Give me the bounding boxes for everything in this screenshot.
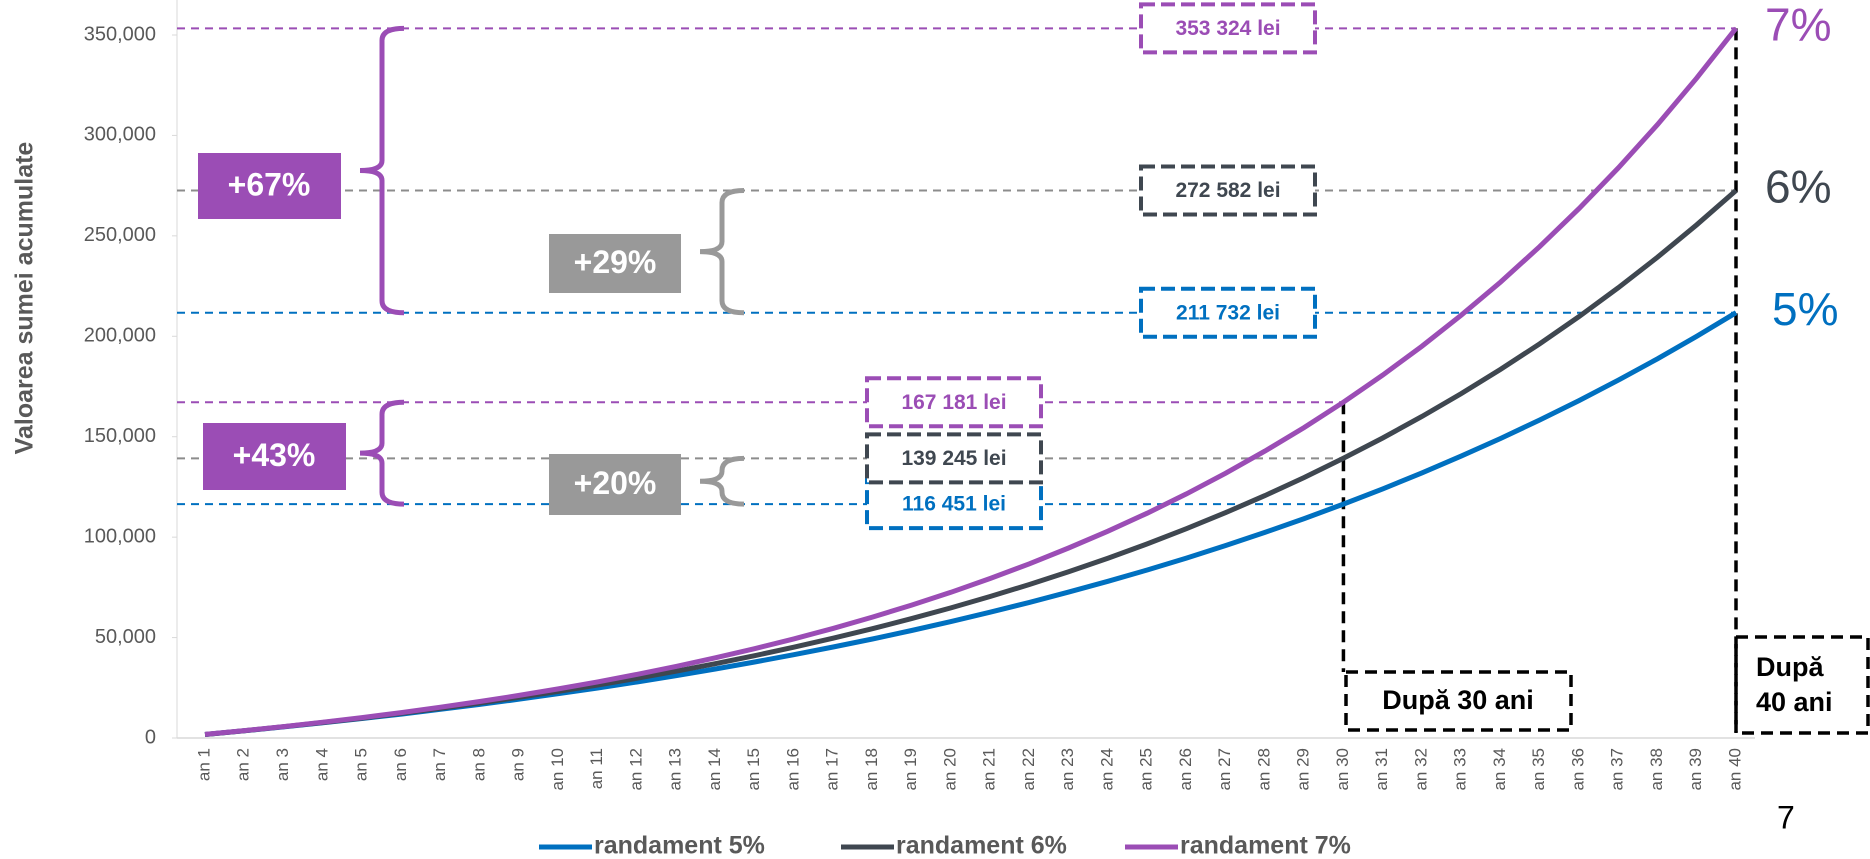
y-tick-label: 150,000 <box>84 425 156 447</box>
y-axis-title: Valoarea sumei acumulate <box>11 142 39 455</box>
x-tick-label: an 18 <box>862 748 881 791</box>
value-label: 139 245 lei <box>901 447 1006 470</box>
x-tick-label: an 30 <box>1333 748 1352 791</box>
x-tick-label: an 12 <box>626 748 645 791</box>
x-tick-label: an 4 <box>312 748 331 781</box>
x-tick-label: an 11 <box>587 748 606 789</box>
x-tick-label: an 32 <box>1411 748 1430 791</box>
y-tick-label: 0 <box>145 726 156 748</box>
x-tick-label: an 20 <box>940 748 959 791</box>
rate-label: 6% <box>1765 161 1831 213</box>
x-tick-label: an 21 <box>980 748 999 791</box>
y-tick-label: 200,000 <box>84 325 156 347</box>
y-tick-label: 350,000 <box>84 23 156 45</box>
x-tick-label: an 19 <box>901 748 920 791</box>
value-box <box>865 432 1043 485</box>
growth-box <box>203 423 346 490</box>
x-tick-label: an 6 <box>391 748 410 781</box>
value-box <box>1139 286 1317 339</box>
growth-label: +29% <box>574 244 657 280</box>
y-tick-label: 100,000 <box>84 525 156 547</box>
value-label: 167 181 lei <box>901 391 1006 414</box>
x-tick-label: an 7 <box>430 748 449 781</box>
x-tick-label: an 5 <box>352 748 371 781</box>
value-box <box>865 478 1043 531</box>
x-tick-label: an 29 <box>1294 748 1313 791</box>
x-tick-label: an 28 <box>1254 748 1273 791</box>
x-tick-label: an 34 <box>1490 748 1509 791</box>
y-tick-label: 50,000 <box>95 626 156 648</box>
x-tick-label: an 25 <box>1137 748 1156 791</box>
growth-label: +20% <box>574 465 657 501</box>
brace <box>699 188 745 316</box>
legend-label: randament 6% <box>896 832 1067 859</box>
x-tick-label: an 16 <box>783 748 802 791</box>
x-tick-label: an 14 <box>705 748 724 791</box>
period-box <box>1344 670 1573 732</box>
x-tick-label: an 2 <box>234 748 253 781</box>
rate-label: 5% <box>1772 283 1838 335</box>
growth-box <box>549 234 681 293</box>
period-box <box>1734 635 1870 735</box>
x-tick-label: an 27 <box>1215 748 1234 791</box>
period-label: 40 ani <box>1756 687 1833 717</box>
x-tick-label: an 37 <box>1608 748 1627 791</box>
x-tick-label: an 3 <box>273 748 292 781</box>
x-tick-label: an 23 <box>1058 748 1077 791</box>
growth-box <box>549 454 681 515</box>
growth-label: +67% <box>228 166 311 202</box>
rate-label: 7% <box>1765 0 1831 50</box>
brace <box>699 455 745 507</box>
x-tick-label: an 26 <box>1176 748 1195 791</box>
x-tick-label: an 1 <box>194 748 213 781</box>
x-tick-label: an 22 <box>1019 748 1038 791</box>
legend-label: randament 7% <box>1180 832 1351 859</box>
y-tick-label: 250,000 <box>84 224 156 246</box>
period-label: După 30 ani <box>1382 685 1534 715</box>
x-tick-label: an 15 <box>744 748 763 791</box>
x-tick-label: an 9 <box>509 748 528 781</box>
x-tick-label: an 13 <box>666 748 685 791</box>
growth-label: +43% <box>233 437 316 473</box>
value-label: 211 732 lei <box>1176 301 1280 324</box>
x-tick-label: an 38 <box>1647 748 1666 791</box>
x-tick-label: an 8 <box>469 748 488 781</box>
value-box <box>1139 2 1317 55</box>
value-label: 272 582 lei <box>1175 179 1280 202</box>
y-tick-label: 300,000 <box>84 124 156 146</box>
series-line <box>204 26 1738 737</box>
legend-label: randament 5% <box>594 832 765 859</box>
value-label: 116 451 lei <box>902 493 1006 516</box>
x-tick-label: an 10 <box>548 748 567 791</box>
value-box <box>1139 164 1317 217</box>
x-tick-label: an 36 <box>1568 748 1587 791</box>
growth-box <box>198 153 341 219</box>
value-box <box>865 376 1043 429</box>
x-tick-label: an 31 <box>1372 748 1391 791</box>
period-label: După <box>1756 652 1824 682</box>
x-tick-label: an 39 <box>1686 748 1705 791</box>
value-label: 353 324 lei <box>1175 17 1280 40</box>
brace <box>359 25 405 316</box>
x-tick-label: an 35 <box>1529 748 1548 791</box>
x-tick-label: an 24 <box>1097 748 1116 791</box>
x-tick-label: an 40 <box>1725 748 1744 791</box>
page-number: 7 <box>1777 799 1795 835</box>
x-tick-label: an 33 <box>1451 748 1470 791</box>
x-tick-label: an 17 <box>823 748 842 791</box>
brace <box>359 399 405 507</box>
